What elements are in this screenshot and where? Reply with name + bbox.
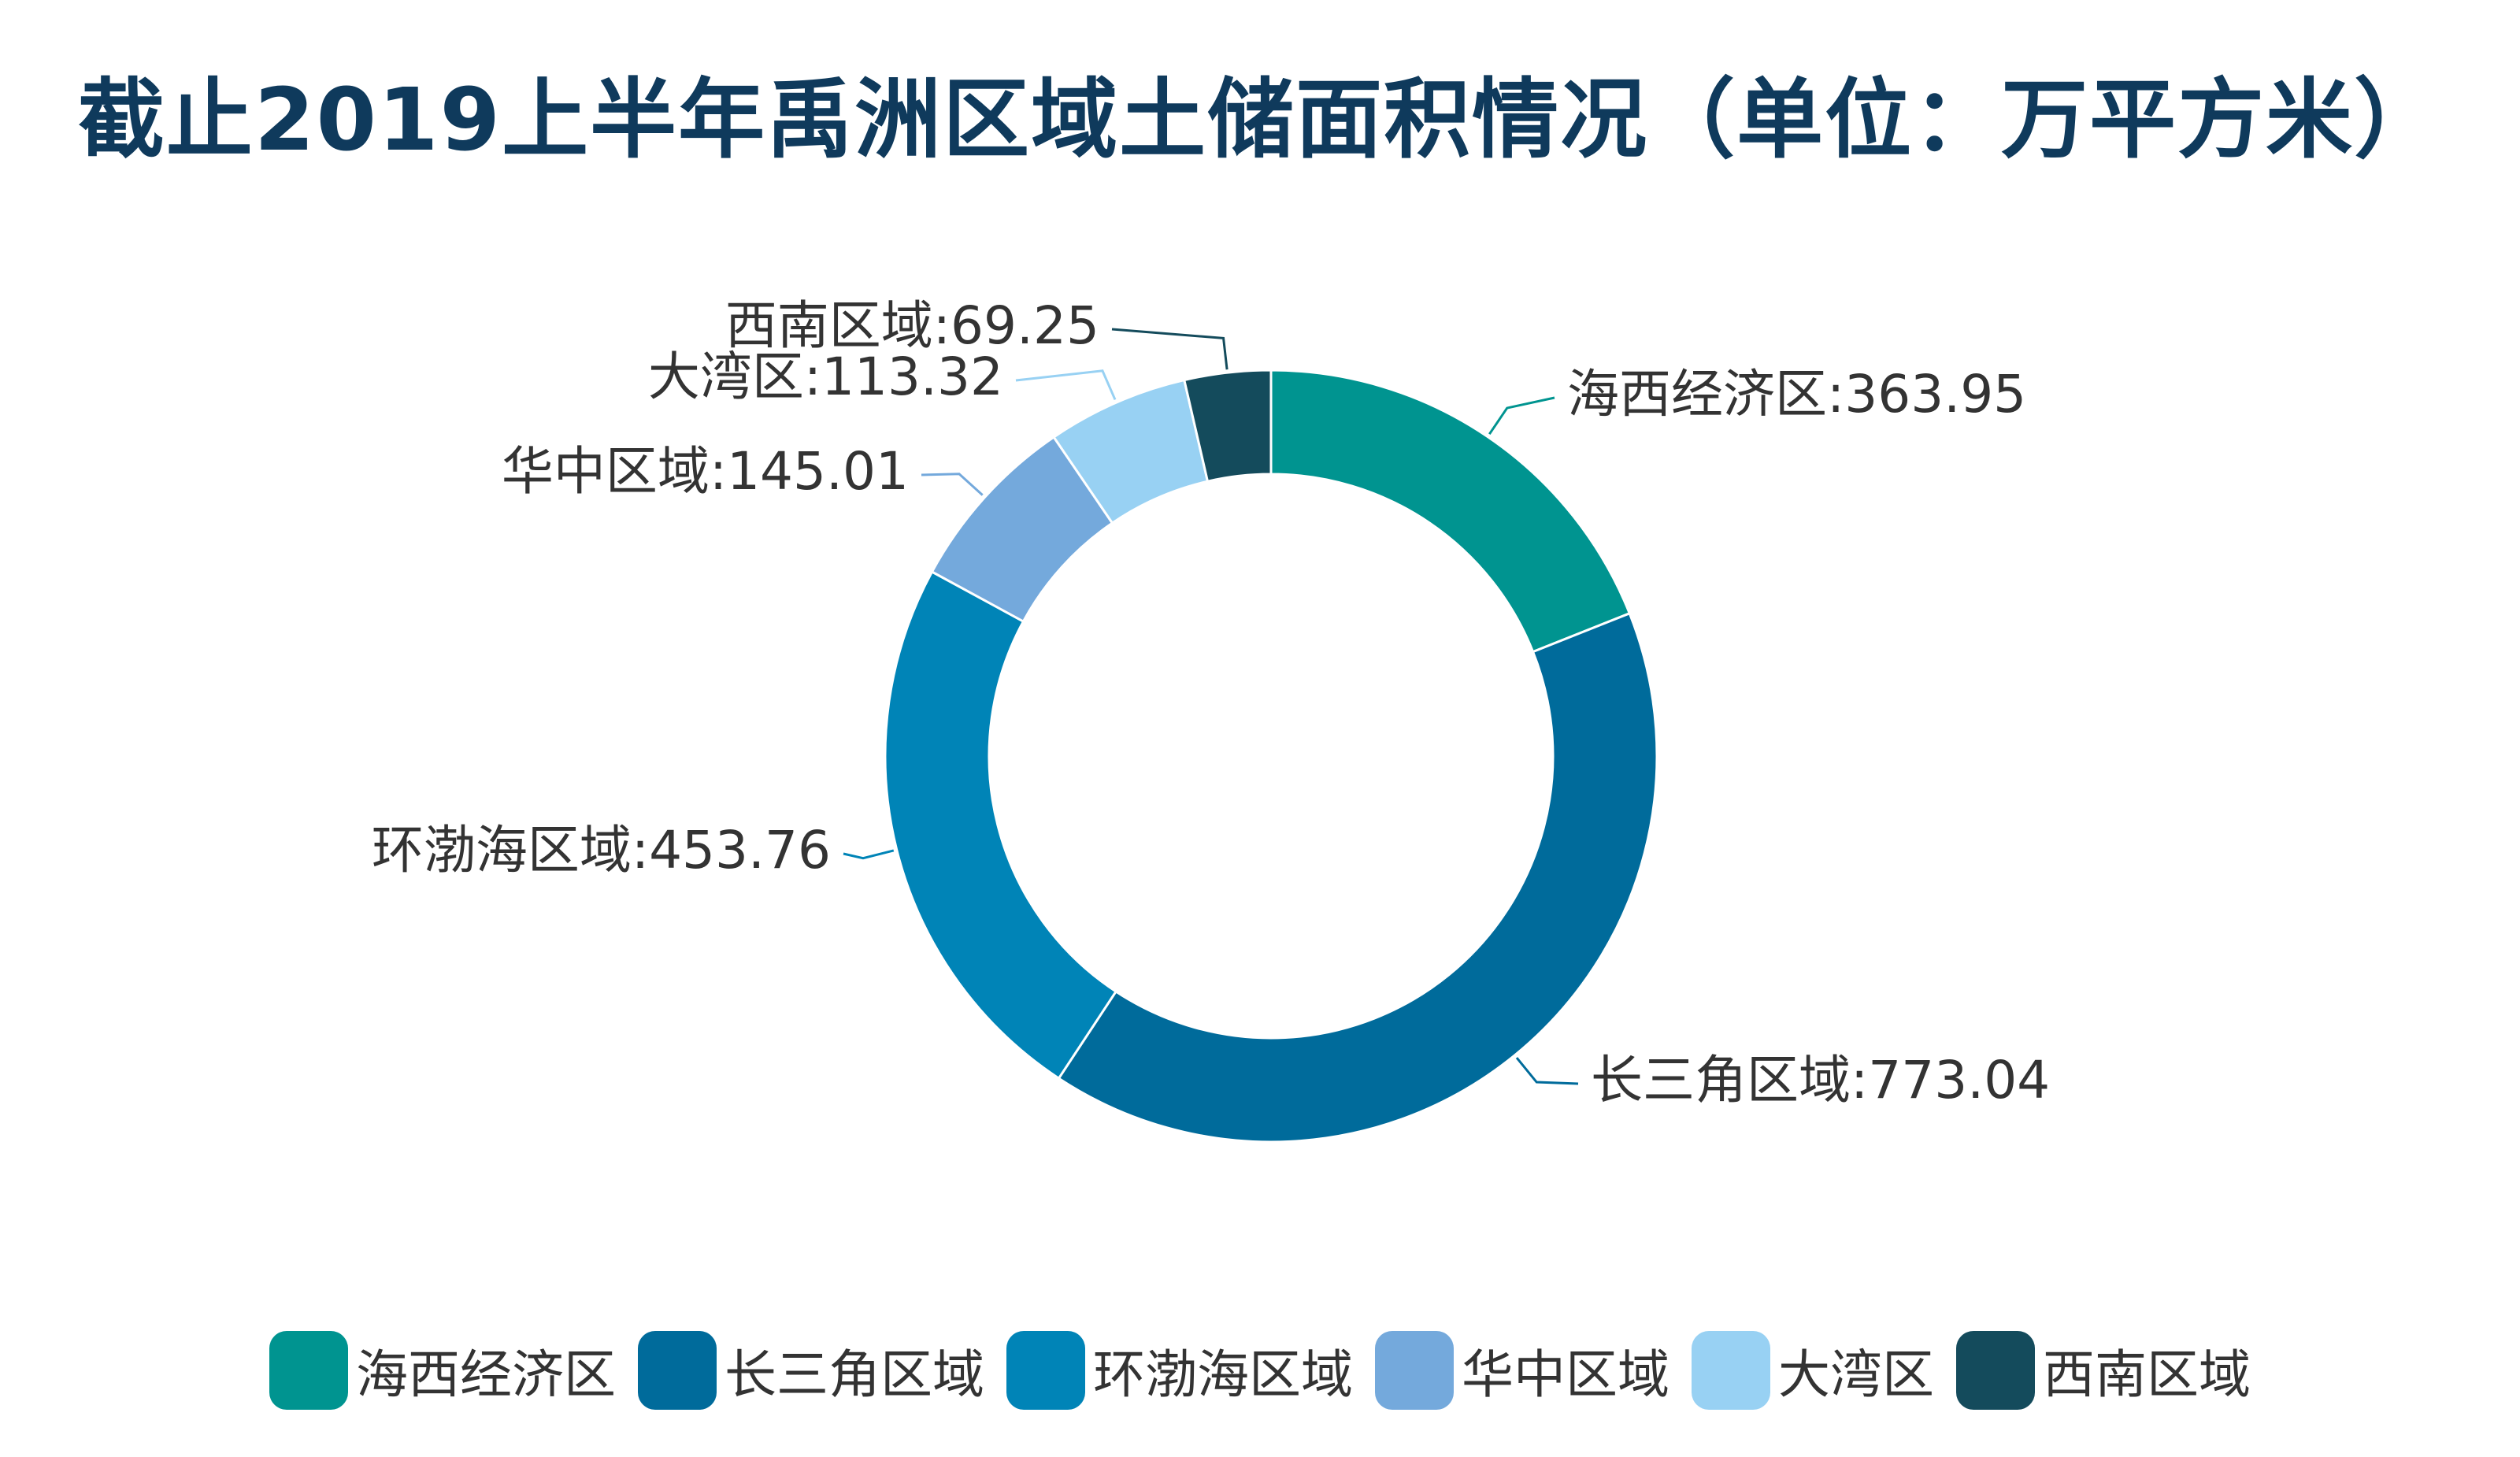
donut-slice-6 [1183,369,1273,483]
legend-item-3[interactable]: 环渤海区域 [1006,1331,1353,1410]
donut-slice-3 [884,569,1118,1081]
legend-swatch [638,1331,717,1410]
legend-label: 华中区域 [1462,1344,1670,1405]
leader-line-6 [1111,328,1228,370]
slice-label-2: 长三角区域:773.04 [1591,1050,2050,1110]
legend-item-5[interactable]: 大湾区 [1692,1331,1934,1410]
slice-label-6: 西南区域:69.25 [725,295,1099,356]
legend-swatch [269,1331,348,1410]
legend-label: 西南区域 [2043,1344,2251,1405]
chart-title: 截止2019上半年禹洲区域土储面积情况（单位：万平方米） [77,69,2443,170]
slice-label-4: 华中区域:145.01 [502,441,909,502]
leader-line-5 [1015,369,1117,401]
leader-line-4 [921,473,984,496]
legend-swatch [1956,1331,2035,1410]
legend-label: 长三角区域 [724,1344,984,1405]
legend-item-2[interactable]: 长三角区域 [638,1331,984,1410]
slice-label-3: 环渤海区域:453.76 [372,820,831,881]
donut-chart: 海西经济区:363.95 长三角区域:773.04 环渤海区域:453.76 华中区域… [372,295,2050,1144]
slice-label-5: 大湾区:113.32 [648,347,1003,407]
leader-line-1 [1488,396,1555,436]
legend-item-4[interactable]: 华中区域 [1375,1331,1670,1410]
legend-label: 大湾区 [1778,1344,1934,1405]
legend-label: 海西经济区 [356,1344,616,1405]
leader-line-3 [843,849,895,860]
legend-swatch [1006,1331,1085,1410]
leader-line-2 [1515,1057,1579,1085]
legend-label: 环渤海区域 [1093,1344,1353,1405]
legend-swatch [1692,1331,1770,1410]
legend-swatch [1375,1331,1454,1410]
slice-label-1: 海西经济区:363.95 [1567,364,2026,424]
donut-slice-2 [1057,611,1658,1144]
chart-legend: 海西经济区 长三角区域 环渤海区域 华中区域 大湾区 西南区域 [0,1331,2520,1410]
legend-item-6[interactable]: 西南区域 [1956,1331,2251,1410]
legend-item-1[interactable]: 海西经济区 [269,1331,616,1410]
